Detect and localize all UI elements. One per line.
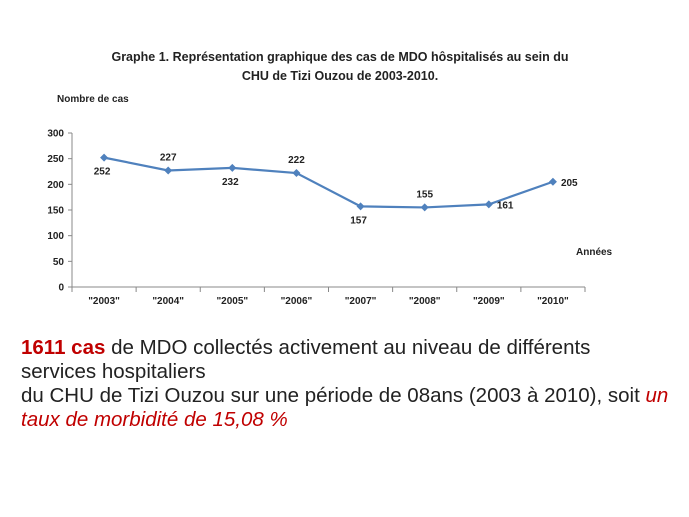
data-label: 232 <box>222 177 239 188</box>
x-tick-label: "2004" <box>152 296 184 307</box>
x-tick-label: "2003" <box>88 296 120 307</box>
y-tick-label: 300 <box>47 129 64 140</box>
data-point <box>292 169 301 178</box>
x-tick-label: "2007" <box>345 296 377 307</box>
data-label: 157 <box>350 215 367 226</box>
caption-line2-text: du CHU de Tizi Ouzou sur une période de … <box>21 384 646 407</box>
data-point <box>164 166 173 175</box>
line-chart: Nombre de cas Années 0 50 100 150 200 250 300 "… <box>47 94 613 307</box>
data-label: 252 <box>94 167 111 178</box>
data-label: 227 <box>160 152 177 163</box>
y-tick-label: 150 <box>47 206 64 217</box>
data-label: 161 <box>497 200 514 211</box>
data-point <box>548 177 557 186</box>
data-point <box>484 200 493 209</box>
data-label: 205 <box>561 178 578 189</box>
x-tick-label: "2008" <box>409 296 441 307</box>
y-tick-label: 200 <box>47 180 64 191</box>
x-tick-label: "2005" <box>216 296 248 307</box>
data-point <box>100 153 109 162</box>
y-tick-label: 50 <box>53 257 65 268</box>
chart-title-line-1: Graphe 1. Représentation graphique des c… <box>111 50 569 64</box>
x-tick-label: "2009" <box>473 296 505 307</box>
series-path <box>103 156 554 209</box>
axes: 0 50 100 150 200 250 300 "2003" "2004" "2005" "200… <box>47 129 586 307</box>
series-line <box>100 153 557 212</box>
data-point <box>228 163 237 172</box>
x-tick-label: "2010" <box>537 296 569 307</box>
y-tick-label: 100 <box>47 231 64 242</box>
chart-title: Graphe 1. Représentation graphique des c… <box>60 48 620 86</box>
data-point <box>356 202 365 211</box>
data-point <box>420 203 429 212</box>
y-tick-label: 250 <box>47 154 64 165</box>
caption-line1-text: de MDO collectés activement au niveau de… <box>21 336 591 383</box>
morbidity-rate: un taux de morbidité de 15,08 % <box>21 384 669 431</box>
data-label: 222 <box>288 155 305 166</box>
data-label: 155 <box>416 189 433 200</box>
caption: 1611 cas de MDO collectés activement au … <box>21 336 671 432</box>
x-axis-label: Années <box>576 247 613 258</box>
y-tick-label: 0 <box>58 283 64 294</box>
case-count: 1611 cas <box>21 336 106 359</box>
data-labels: 252 227 232 222 157 155 161 205 <box>94 152 578 226</box>
chart-title-line-2: CHU de Tizi Ouzou de 2003-2010. <box>241 69 439 83</box>
x-tick-label: "2006" <box>281 296 313 307</box>
y-axis-label: Nombre de cas <box>57 94 129 105</box>
